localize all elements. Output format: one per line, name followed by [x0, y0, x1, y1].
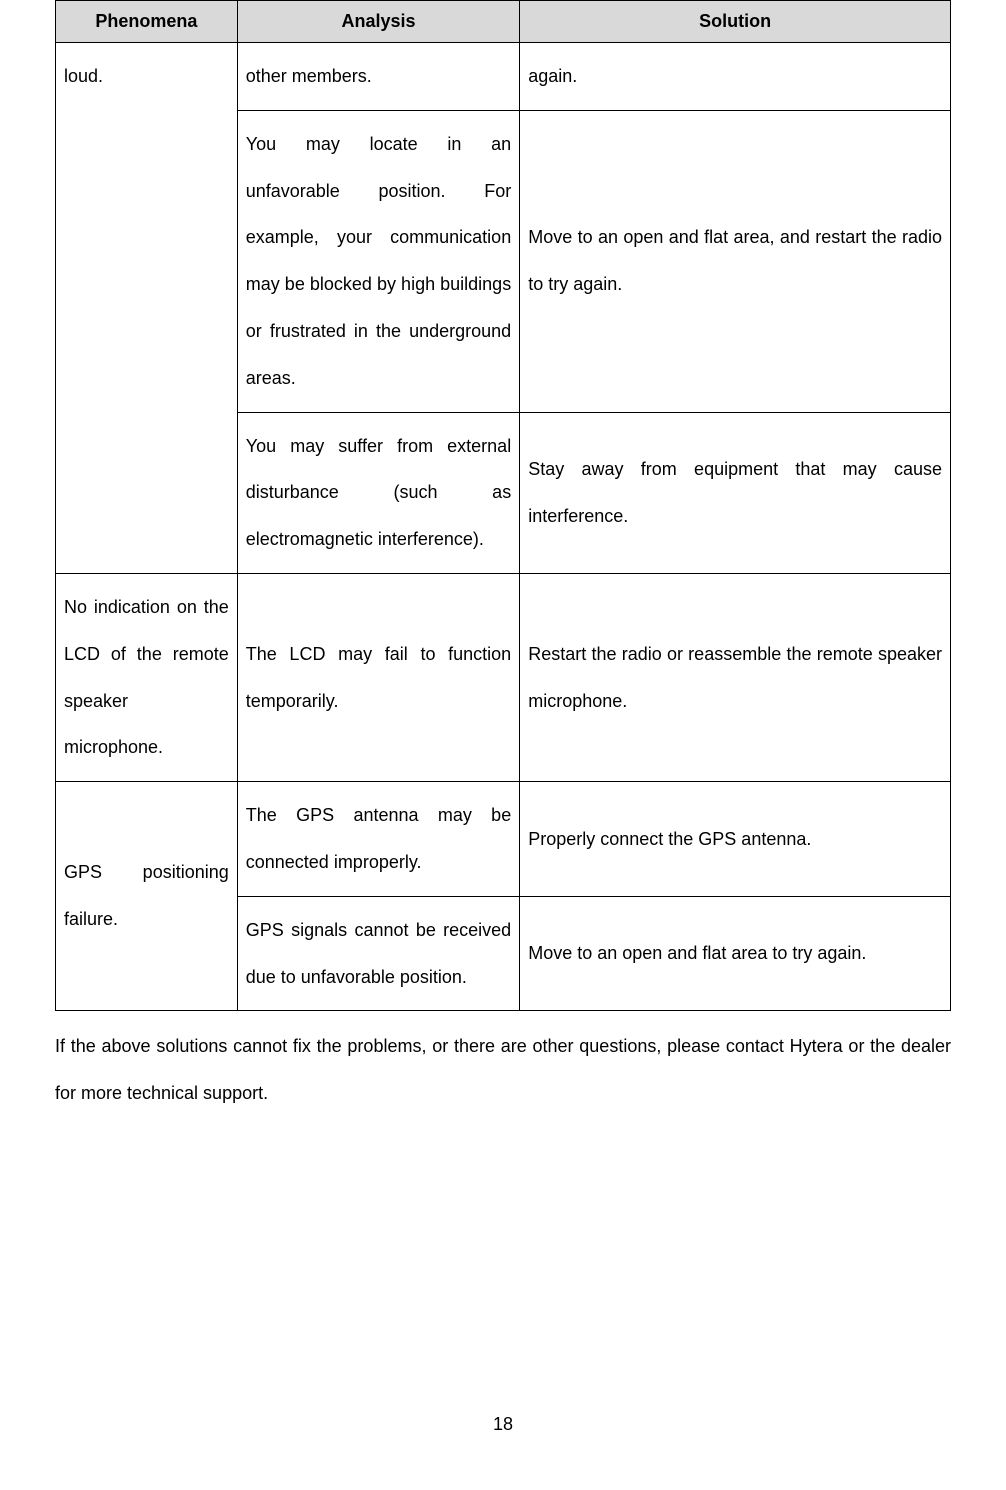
cell-analysis: The GPS antenna may be connected imprope…: [237, 782, 519, 897]
cell-solution: Stay away from equipment that may cause …: [520, 412, 951, 573]
page-number: 18: [493, 1414, 513, 1435]
cell-analysis: other members.: [237, 43, 519, 111]
cell-solution: Move to an open and flat area, and resta…: [520, 110, 951, 412]
header-solution: Solution: [520, 1, 951, 43]
cell-solution: again.: [520, 43, 951, 111]
cell-analysis: You may locate in an unfavorable positio…: [237, 110, 519, 412]
table-row: GPS positioning failure. The GPS antenna…: [56, 782, 951, 897]
troubleshooting-table: Phenomena Analysis Solution loud. other …: [55, 0, 951, 1011]
cell-phenomena: loud.: [56, 43, 238, 574]
cell-analysis: The LCD may fail to function temporarily…: [237, 573, 519, 781]
cell-analysis: GPS signals cannot be received due to un…: [237, 896, 519, 1011]
cell-solution: Restart the radio or reassemble the remo…: [520, 573, 951, 781]
cell-phenomena: No indication on the LCD of the remote s…: [56, 573, 238, 781]
footer-paragraph: If the above solutions cannot fix the pr…: [55, 1023, 951, 1117]
table-row: No indication on the LCD of the remote s…: [56, 573, 951, 781]
cell-solution: Move to an open and flat area to try aga…: [520, 896, 951, 1011]
header-analysis: Analysis: [237, 1, 519, 43]
cell-phenomena: GPS positioning failure.: [56, 782, 238, 1011]
table-header-row: Phenomena Analysis Solution: [56, 1, 951, 43]
cell-solution: Properly connect the GPS antenna.: [520, 782, 951, 897]
header-phenomena: Phenomena: [56, 1, 238, 43]
cell-analysis: You may suffer from external disturbance…: [237, 412, 519, 573]
table-row: loud. other members. again.: [56, 43, 951, 111]
